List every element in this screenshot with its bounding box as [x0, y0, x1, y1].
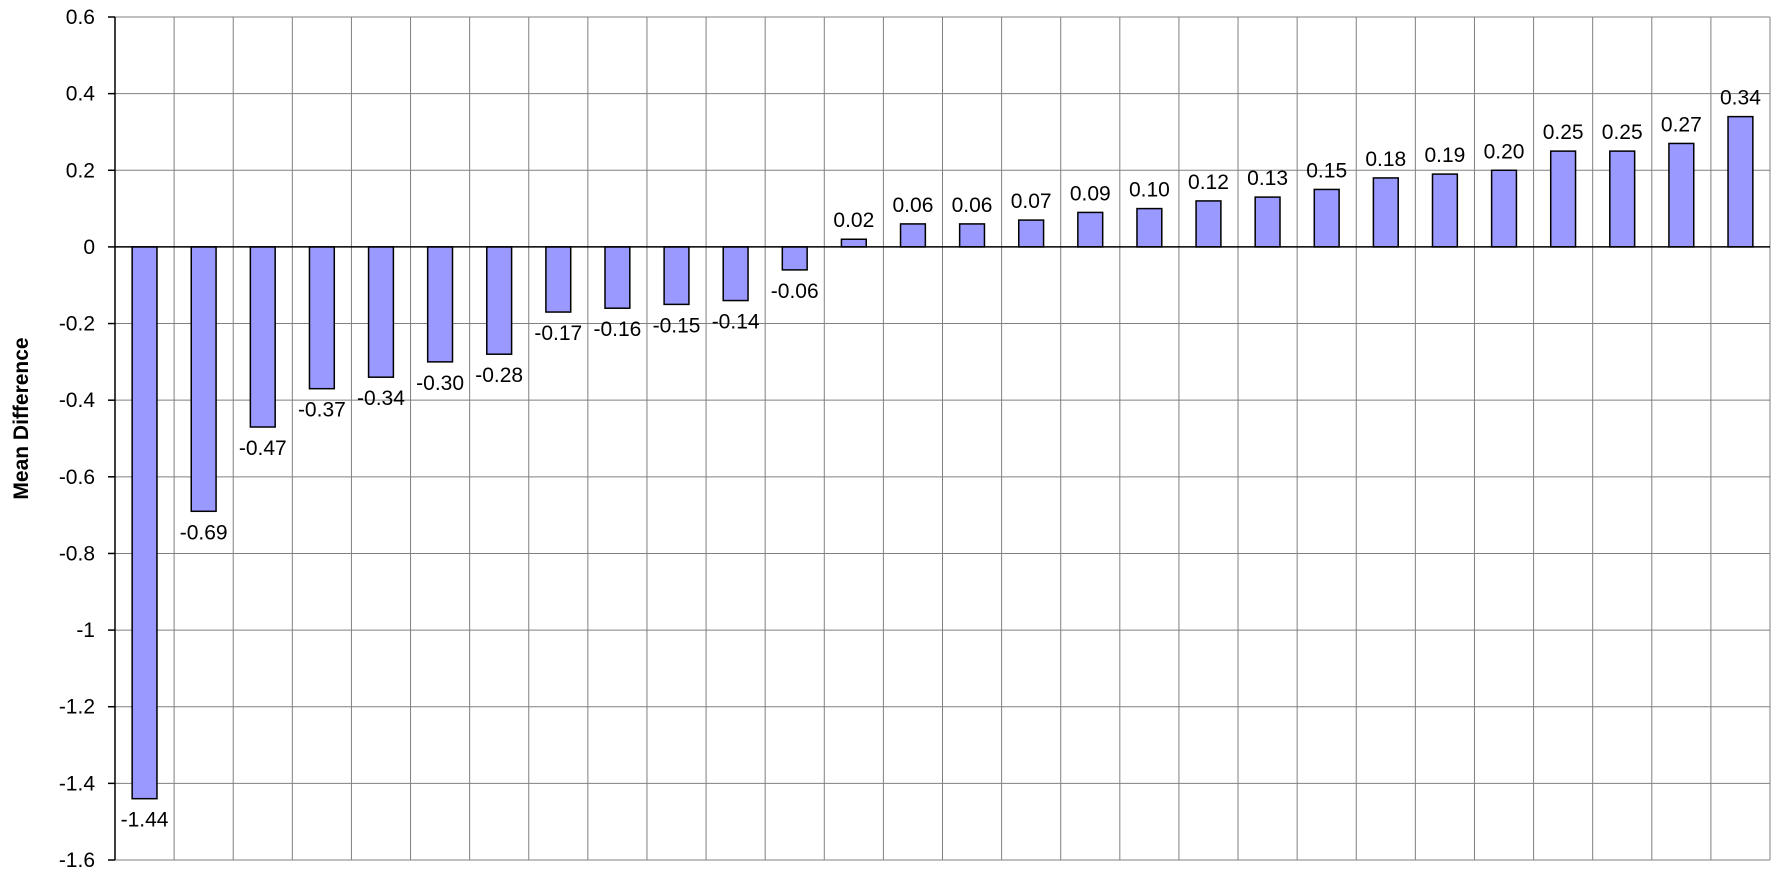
bar: [958, 223, 986, 248]
bar: [1313, 188, 1340, 248]
data-label: 0.06: [952, 194, 993, 217]
bar: [1727, 115, 1754, 248]
bar: [781, 246, 808, 271]
bars: [131, 115, 1754, 800]
bar: [545, 246, 572, 313]
bar: [1549, 150, 1577, 248]
bar: [722, 246, 749, 302]
data-label: 0.34: [1720, 87, 1761, 110]
bar: [1609, 150, 1636, 248]
y-tick-label: -1.2: [59, 696, 95, 719]
y-tick-label: 0: [83, 236, 95, 259]
bar: [1372, 177, 1399, 248]
bar: [190, 246, 217, 513]
data-label: 0.15: [1306, 159, 1347, 182]
bar: [1431, 173, 1459, 248]
bar: [840, 238, 868, 248]
data-label: 0.12: [1188, 171, 1229, 194]
data-label: -0.17: [534, 322, 582, 345]
data-label: -0.69: [180, 521, 228, 544]
data-label: -1.44: [121, 809, 169, 832]
data-label: 0.25: [1543, 121, 1584, 144]
data-label: -0.37: [298, 399, 346, 422]
y-tick-label: 0.4: [66, 83, 96, 106]
y-tick-label: -0.8: [59, 542, 95, 565]
bar: [131, 246, 158, 800]
data-label: 0.20: [1484, 140, 1525, 163]
bar: [308, 246, 336, 390]
data-label: -0.06: [771, 280, 819, 303]
bar: [249, 246, 276, 428]
data-label: 0.19: [1424, 144, 1465, 167]
bar: [1668, 142, 1695, 248]
bar: [1490, 169, 1518, 248]
bar: [1136, 207, 1163, 248]
bar: [899, 223, 927, 248]
data-label: -0.28: [475, 364, 523, 387]
data-label: 0.02: [833, 209, 874, 232]
axes: [108, 16, 1770, 861]
bar: [663, 246, 690, 306]
y-axis-title: Mean Difference: [10, 337, 33, 499]
data-label: -0.34: [357, 387, 405, 410]
bar: [486, 246, 513, 355]
data-label: 0.07: [1011, 190, 1052, 213]
data-label: 0.13: [1247, 167, 1288, 190]
data-label: -0.15: [653, 314, 701, 337]
data-label: 0.18: [1365, 148, 1406, 171]
y-tick-label: -0.2: [59, 313, 95, 336]
data-label: -0.30: [416, 372, 464, 395]
bar: [1195, 200, 1222, 248]
data-labels: -1.44 -0.69 -0.47 -0.37 -0.34 -0.30 -0.28 -0.17…: [121, 87, 1762, 832]
bar: [367, 246, 395, 378]
data-label: 0.09: [1070, 182, 1111, 205]
bar: [1017, 219, 1045, 248]
bar: [426, 246, 454, 363]
y-tick-label: -0.4: [59, 389, 96, 412]
y-tick-labels: 0.6 0.4 0.2 0 -0.2 -0.4 -0.6 -0.8 -1 -1.2 -1.4 -1.6: [59, 6, 96, 872]
bar: [604, 246, 631, 309]
bar: [1077, 211, 1104, 248]
data-label: 0.10: [1129, 179, 1170, 202]
data-label: -0.47: [239, 437, 287, 460]
data-label: 0.25: [1602, 121, 1643, 144]
y-tick-label: 0.6: [66, 6, 95, 29]
y-tick-label: -1: [76, 619, 95, 642]
y-tick-label: 0.2: [66, 159, 95, 182]
data-label: -0.14: [712, 311, 760, 334]
y-tick-label: -1.6: [59, 849, 95, 871]
data-label: 0.27: [1661, 113, 1702, 136]
y-tick-label: -1.4: [59, 772, 96, 795]
bar: [1254, 196, 1281, 248]
y-tick-label: -0.6: [59, 466, 95, 489]
data-label: -0.16: [593, 318, 641, 341]
data-label: 0.06: [893, 194, 934, 217]
